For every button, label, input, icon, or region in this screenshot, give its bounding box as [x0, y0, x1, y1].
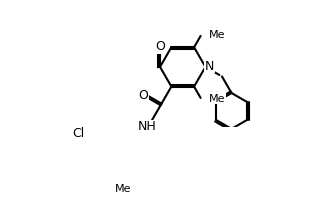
Text: Me: Me: [209, 30, 225, 40]
Text: NH: NH: [138, 120, 157, 133]
Text: Me: Me: [209, 93, 225, 103]
Text: N: N: [205, 60, 214, 73]
Text: Me: Me: [115, 184, 131, 194]
Text: O: O: [155, 40, 165, 53]
Text: Cl: Cl: [72, 127, 84, 140]
Text: O: O: [139, 89, 148, 102]
